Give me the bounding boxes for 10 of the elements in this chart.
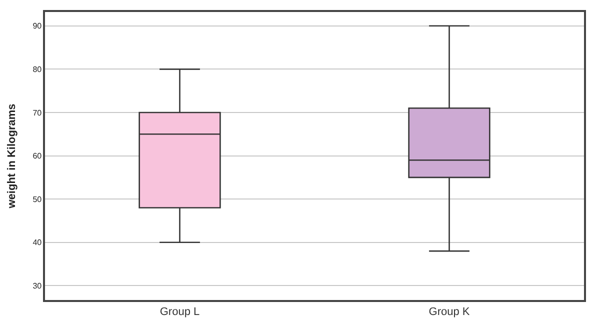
y-axis-title: weight in Kilograms [6,104,18,210]
y-tick-label: 60 [32,152,42,161]
y-tick-label: 30 [32,282,42,291]
x-tick-label: Group L [160,306,200,318]
x-tick-label: Group K [428,306,470,318]
y-tick-label: 90 [32,22,42,31]
y-tick-label: 40 [32,238,42,248]
y-tick-label: 80 [32,64,42,74]
y-tick-label: 50 [32,194,42,204]
y-tick-label: 70 [32,108,42,118]
